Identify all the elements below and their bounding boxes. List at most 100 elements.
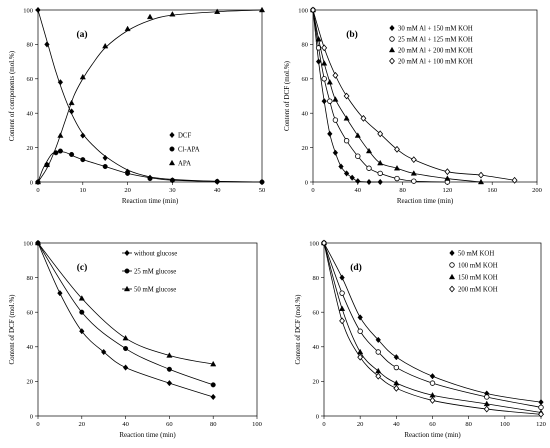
y-axis-title: Content of components (mol.%) bbox=[8, 50, 16, 141]
data-point bbox=[332, 117, 339, 123]
data-point bbox=[343, 92, 350, 100]
data-point bbox=[210, 393, 216, 401]
data-point bbox=[68, 99, 75, 106]
y-tick-label: 80 bbox=[27, 275, 34, 282]
x-tick-label: 10 bbox=[80, 187, 87, 194]
y-tick-label: 20 bbox=[27, 379, 34, 386]
data-point bbox=[79, 328, 85, 335]
series-line bbox=[37, 151, 263, 183]
legend-marker bbox=[389, 36, 395, 42]
y-tick-label: 60 bbox=[313, 310, 320, 317]
data-point bbox=[102, 164, 108, 170]
series-line bbox=[323, 242, 542, 408]
y-tick-label: 100 bbox=[23, 240, 33, 247]
data-point bbox=[538, 410, 544, 418]
y-tick-label: 20 bbox=[313, 379, 320, 386]
data-point bbox=[444, 175, 451, 181]
data-point bbox=[44, 41, 50, 48]
series-3 bbox=[34, 6, 266, 185]
x-tick-label: 100 bbox=[500, 421, 510, 428]
series-3 bbox=[309, 6, 485, 185]
x-axis-title: Reaction time (min) bbox=[122, 197, 179, 205]
series-1 bbox=[35, 239, 216, 401]
legend-label: 30 mM Al + 150 mM KOH bbox=[398, 25, 473, 32]
panel-label: (d) bbox=[350, 262, 362, 273]
y-axis-title: Content of DCF (mol.%) bbox=[8, 294, 16, 365]
legend-marker bbox=[168, 159, 176, 166]
series-2 bbox=[321, 240, 544, 411]
series-line bbox=[37, 242, 214, 398]
x-tick-label: 20 bbox=[79, 421, 86, 428]
data-point bbox=[102, 154, 108, 162]
x-tick-label: 80 bbox=[465, 421, 472, 428]
data-point bbox=[360, 114, 367, 122]
data-point bbox=[79, 73, 86, 80]
data-point bbox=[410, 156, 417, 164]
data-point bbox=[43, 161, 51, 168]
data-point bbox=[538, 404, 544, 411]
data-point bbox=[326, 79, 333, 85]
data-point bbox=[34, 178, 42, 185]
legend-label: 25 mM glucose bbox=[134, 268, 176, 275]
x-tick-label: 160 bbox=[487, 187, 497, 194]
y-tick-label: 80 bbox=[313, 275, 320, 282]
legend-label: without glucose bbox=[134, 250, 177, 257]
data-point bbox=[57, 79, 64, 86]
data-point bbox=[79, 309, 85, 315]
data-point bbox=[429, 397, 436, 404]
data-point bbox=[538, 399, 544, 406]
data-point bbox=[214, 8, 221, 14]
x-tick-label: 60 bbox=[429, 421, 436, 428]
y-tick-label: 40 bbox=[302, 111, 309, 118]
legend-marker bbox=[123, 285, 131, 292]
data-point bbox=[315, 45, 322, 51]
y-tick-label: 20 bbox=[302, 145, 309, 152]
data-point bbox=[339, 317, 346, 325]
legend-marker bbox=[449, 249, 455, 257]
y-axis-title: Content of DCF (mol.%) bbox=[283, 60, 291, 131]
data-point bbox=[80, 157, 86, 163]
x-tick-label: 0 bbox=[322, 421, 325, 428]
legend-entry: 25 mM Al + 125 mM KOH bbox=[389, 36, 473, 43]
chart-panel-1: 0 10 20 30 40 50 0 20 40 60 80 100 Reaction time (mi… bbox=[8, 6, 266, 205]
data-point bbox=[321, 44, 328, 52]
data-point bbox=[339, 274, 345, 281]
data-point bbox=[357, 353, 364, 361]
x-tick-label: 40 bbox=[214, 187, 221, 194]
data-point bbox=[339, 305, 346, 311]
legend-entry: 50 mM KOH bbox=[449, 249, 494, 257]
data-point bbox=[357, 348, 364, 355]
data-point bbox=[327, 98, 333, 104]
data-point bbox=[166, 366, 172, 372]
data-point bbox=[78, 295, 85, 301]
data-point bbox=[123, 346, 129, 352]
data-point bbox=[146, 13, 154, 20]
legend-label: 25 mM Al + 125 mM KOH bbox=[398, 36, 473, 43]
legend-entry: without glucose bbox=[122, 249, 177, 257]
data-point bbox=[122, 334, 129, 341]
chart-panel-3: 0 20 40 60 80 100 0 20 40 60 80 100 Reaction time (m… bbox=[8, 239, 262, 439]
series-line bbox=[37, 242, 214, 365]
data-point bbox=[429, 380, 436, 386]
data-point bbox=[393, 384, 400, 392]
legend-label: DCF bbox=[178, 132, 191, 139]
data-point bbox=[69, 151, 75, 157]
y-tick-label: 60 bbox=[27, 76, 34, 83]
legend-marker bbox=[449, 285, 455, 293]
series-3 bbox=[34, 239, 217, 367]
data-point bbox=[210, 382, 216, 388]
data-point bbox=[357, 314, 363, 321]
y-tick-label: 0 bbox=[30, 413, 33, 420]
data-point bbox=[394, 145, 400, 153]
data-point bbox=[315, 36, 322, 42]
data-point bbox=[122, 364, 129, 371]
data-point bbox=[315, 58, 322, 65]
legend-entry: 150 mM KOH bbox=[448, 273, 498, 281]
plot-frame bbox=[37, 9, 263, 183]
data-point bbox=[125, 170, 131, 176]
data-point bbox=[332, 96, 339, 102]
legend-label: 20 mM Al + 100 mM KOH bbox=[398, 58, 473, 65]
legend-label: 20 mM Al + 200 mM KOH bbox=[398, 47, 473, 54]
data-point bbox=[332, 71, 339, 79]
data-point bbox=[365, 147, 373, 154]
